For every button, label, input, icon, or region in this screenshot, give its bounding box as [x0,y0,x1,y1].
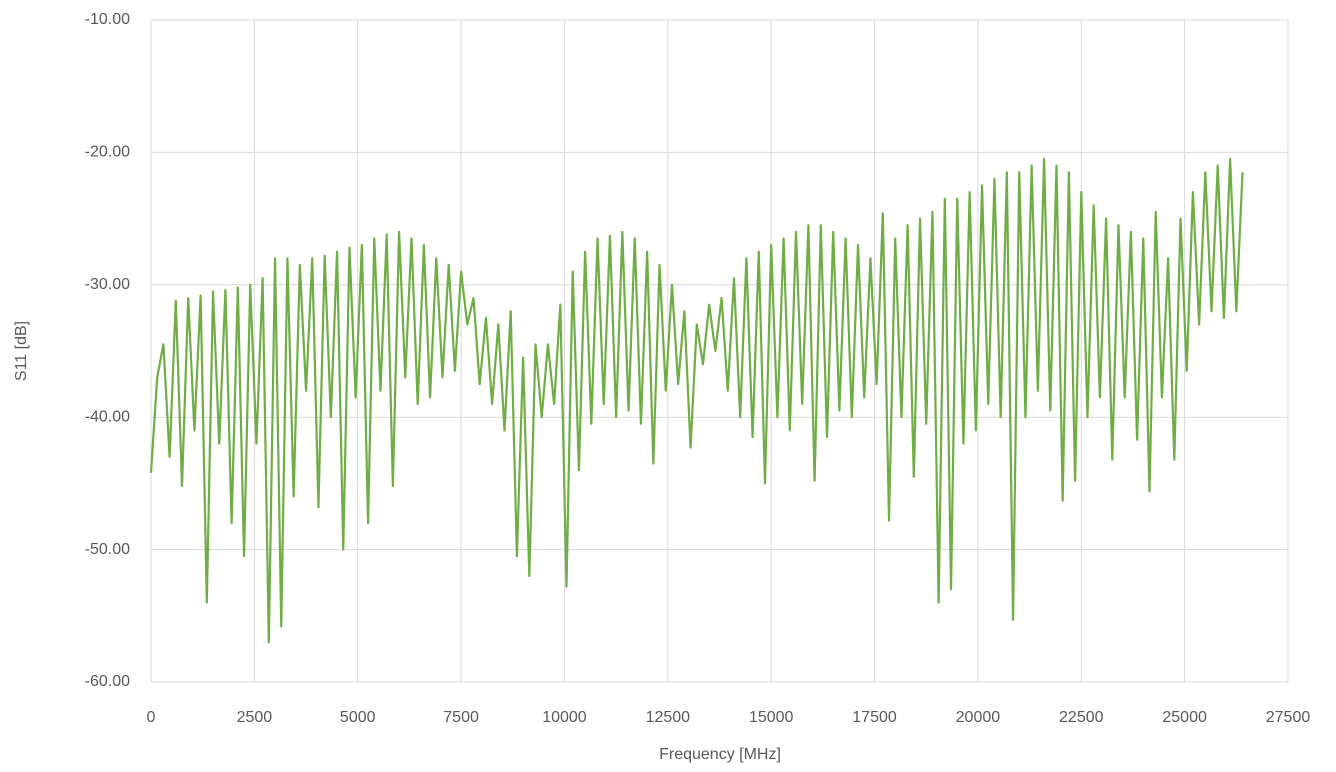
x-tick-label: 15000 [749,709,794,726]
x-tick-label: 20000 [956,709,1001,726]
x-tick-label: 27500 [1266,709,1311,726]
y-axis-label: S11 [dB] [13,321,30,381]
y-tick-label: -20.00 [85,144,130,161]
x-tick-label: 7500 [443,709,479,726]
x-tick-label: 0 [147,709,156,726]
y-tick-label: -10.00 [85,11,130,28]
x-tick-label: 10000 [542,709,587,726]
y-tick-label: -50.00 [85,541,130,558]
line-series [149,157,1244,644]
x-tick-label: 12500 [646,709,691,726]
x-tick-label: 25000 [1162,709,1207,726]
y-tick-label: -60.00 [85,673,130,690]
x-axis-label: Frequency [MHz] [659,746,781,763]
x-tick-label: 22500 [1059,709,1104,726]
x-tick-label: 5000 [340,709,376,726]
y-tick-label: -30.00 [85,276,130,293]
x-tick-label: 17500 [852,709,897,726]
y-tick-label: -40.00 [85,408,130,425]
x-tick-label: 2500 [237,709,273,726]
